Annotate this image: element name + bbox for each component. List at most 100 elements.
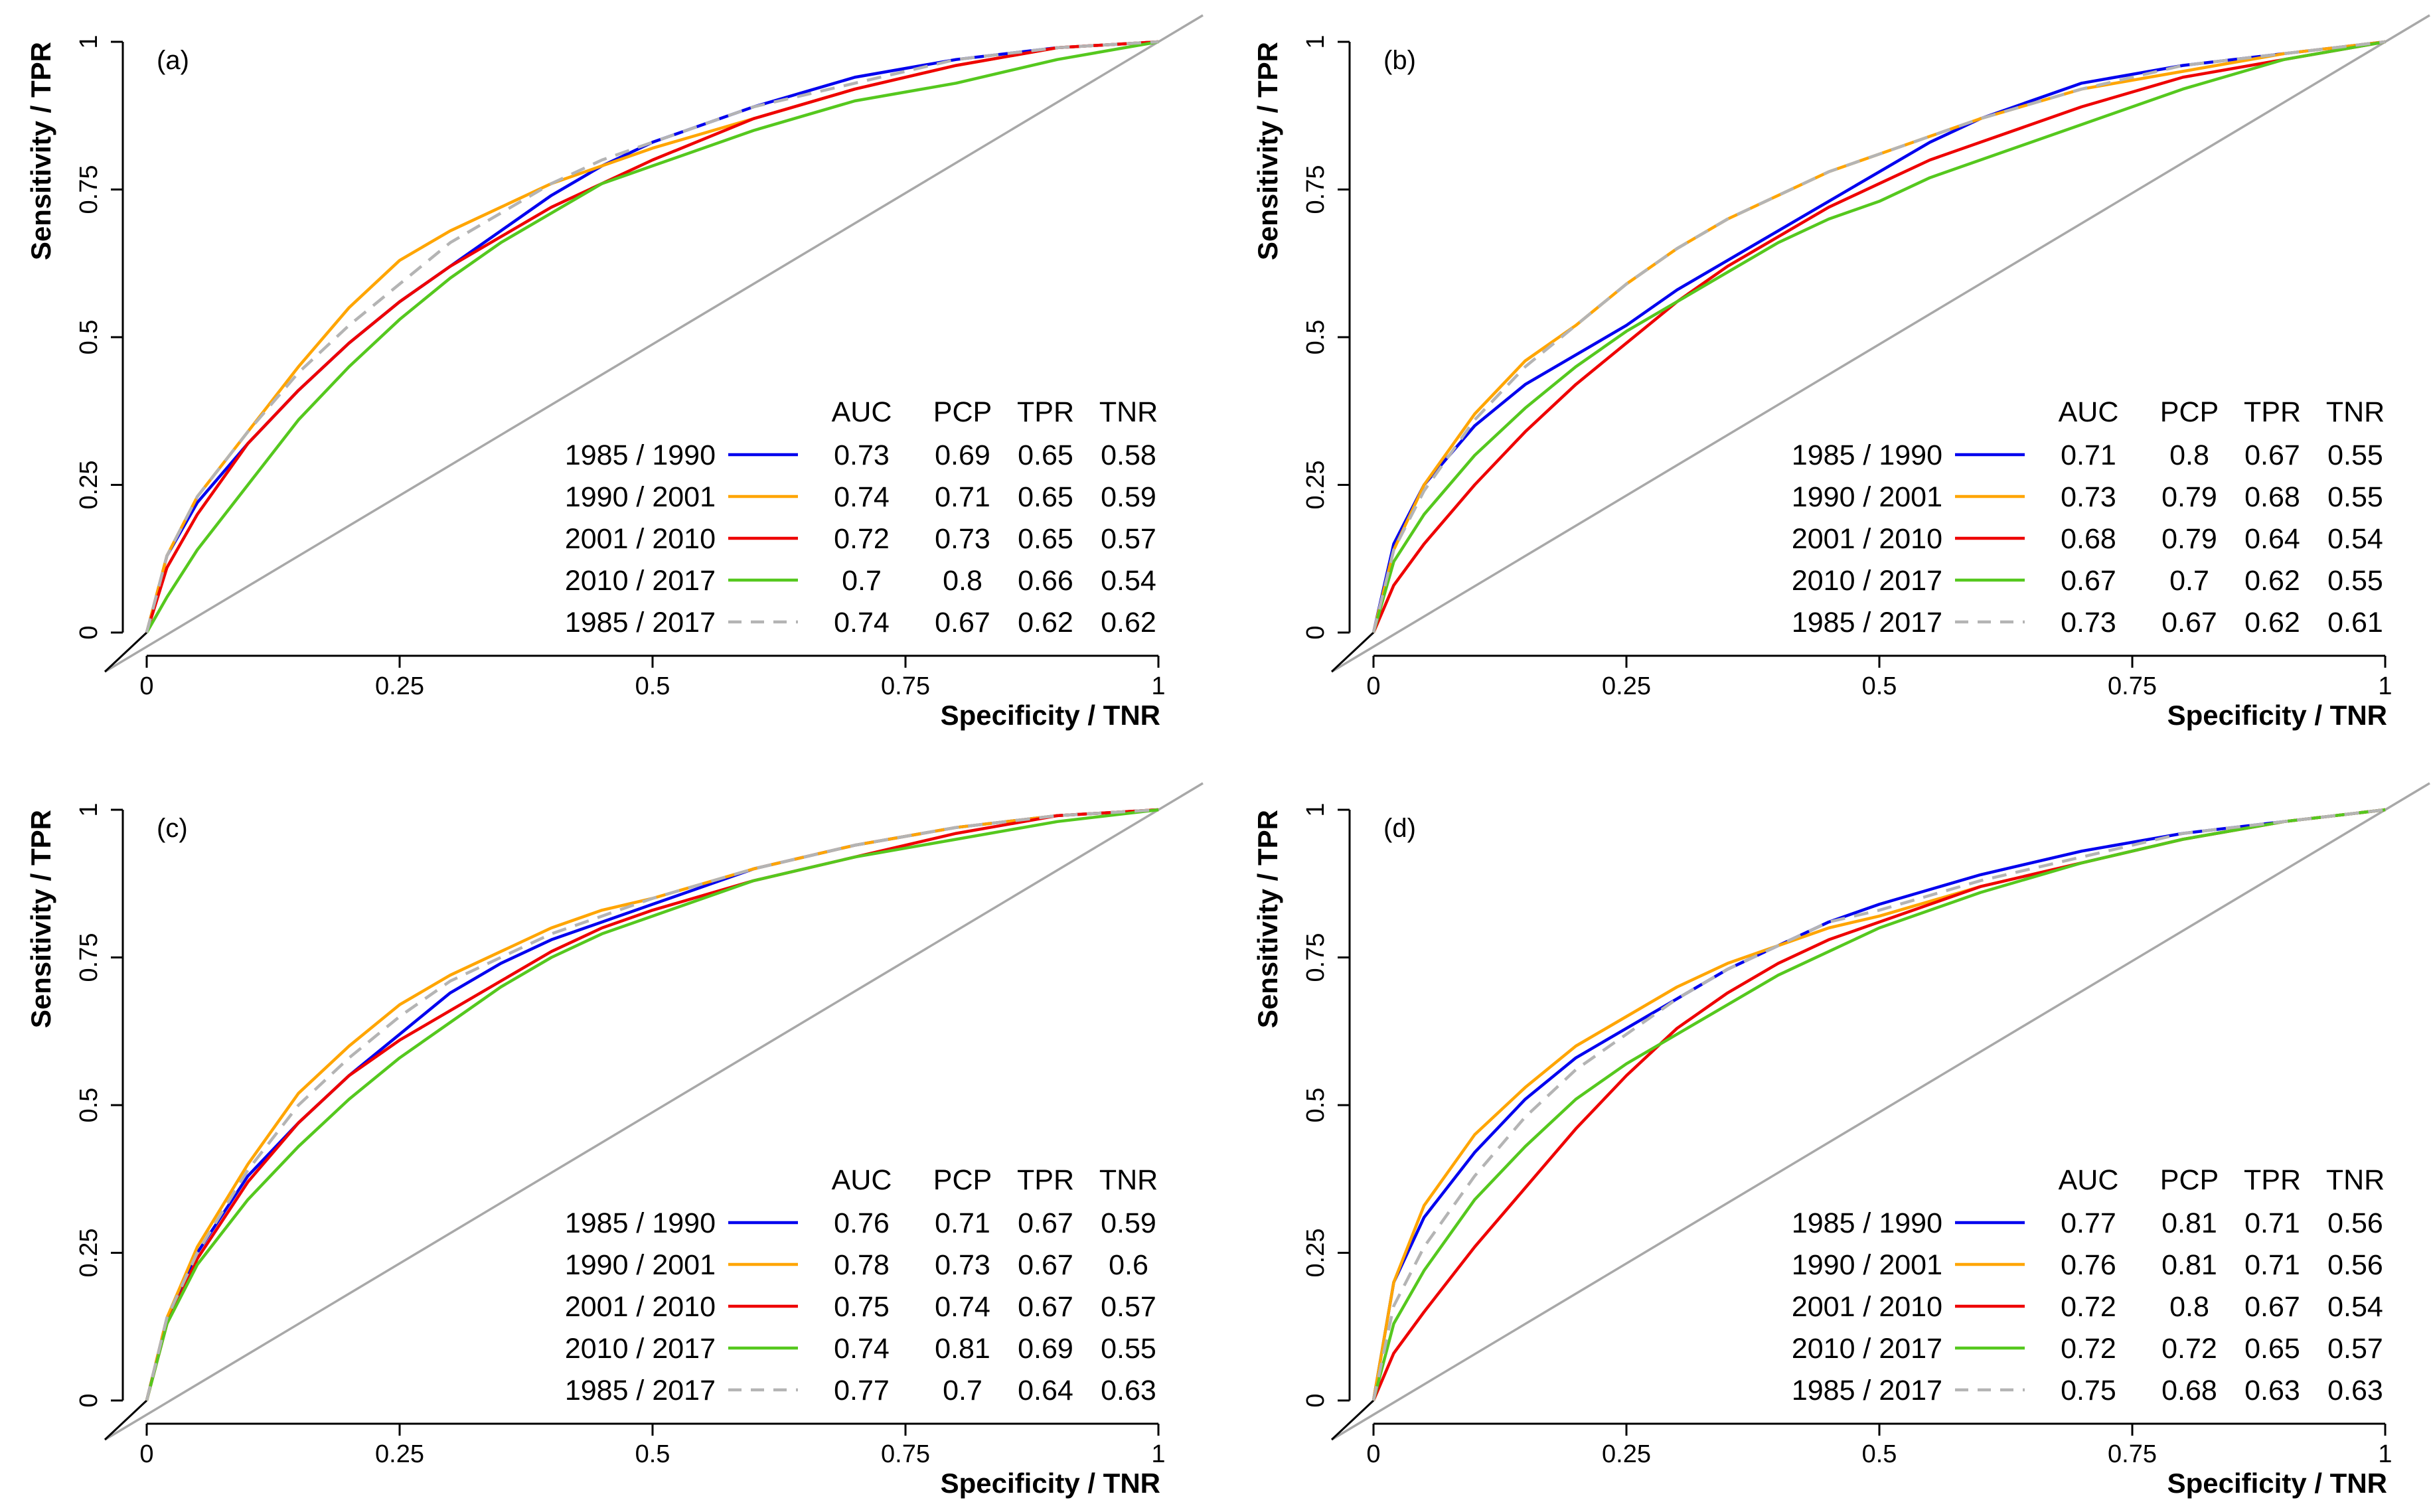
legend-header-auc: AUC [2059, 396, 2119, 428]
legend-value-tnr: 0.55 [1101, 1333, 1156, 1365]
legend-value-tnr: 0.59 [1101, 481, 1156, 513]
reference-diagonal-line [1331, 14, 2430, 673]
x-tick-label: 0.5 [1862, 1440, 1897, 1468]
x-tick-label: 0.5 [1862, 672, 1897, 700]
roc-curve-1985-2017 [145, 808, 1159, 1401]
x-tick-label: 0.25 [1602, 1440, 1651, 1468]
legend-value-auc: 0.74 [834, 481, 890, 513]
legend-value-pcp: 0.8 [2169, 439, 2209, 471]
legend-value-tpr: 0.66 [1018, 565, 1073, 597]
legend-value-tnr: 0.55 [2327, 439, 2383, 471]
panel-label: (d) [1383, 814, 1416, 843]
panel-label: (b) [1383, 46, 1416, 75]
legend-value-tpr: 0.62 [2244, 565, 2300, 597]
legend-value-tnr: 0.54 [1101, 565, 1156, 597]
legend-value-tnr: 0.57 [1101, 523, 1156, 555]
legend-value-tpr: 0.67 [1018, 1291, 1073, 1323]
legend-value-auc: 0.73 [2061, 607, 2116, 639]
axis-corner-line [104, 631, 148, 673]
y-tick-label: 1 [75, 802, 103, 816]
x-tick-label: 0.25 [1602, 672, 1651, 700]
legend-value-tpr: 0.62 [1018, 607, 1073, 639]
legend-value-pcp: 0.7 [943, 1375, 982, 1406]
legend-value-tnr: 0.56 [2327, 1207, 2383, 1239]
legend-value-tpr: 0.68 [2244, 481, 2300, 513]
y-tick-label: 1 [1302, 802, 1330, 816]
legend-value-tnr: 0.63 [1101, 1375, 1156, 1406]
y-tick-label: 0.75 [1302, 165, 1330, 214]
roc-curve-1990-2001 [145, 808, 1159, 1401]
roc-curve-1985-1990 [145, 40, 1159, 633]
y-tick-label: 1 [1302, 35, 1330, 48]
legend-value-tnr: 0.6 [1109, 1249, 1148, 1281]
legend-value-pcp: 0.73 [935, 1249, 990, 1281]
legend-value-tpr: 0.67 [2244, 439, 2300, 471]
legend-value-pcp: 0.81 [2161, 1207, 2217, 1239]
x-tick-label: 0 [1366, 1440, 1380, 1468]
y-tick-label: 0.5 [1302, 1088, 1330, 1123]
y-axis-title: Sensitivity / TPR [1252, 810, 1283, 1028]
panel-label: (c) [157, 814, 188, 843]
legend-series-label: 1985 / 1990 [565, 439, 716, 471]
legend-value-tpr: 0.69 [1018, 1333, 1073, 1365]
legend-header-pcp: PCP [933, 1164, 992, 1196]
legend-value-tpr: 0.63 [2244, 1375, 2300, 1406]
y-tick-label: 0.5 [1302, 320, 1330, 355]
y-tick-label: 0.5 [75, 1088, 103, 1123]
roc-curve-2001-2010 [1372, 40, 2386, 633]
x-tick-label: 1 [2378, 1440, 2392, 1468]
x-tick-label: 0 [139, 1440, 153, 1468]
y-tick-label: 0.25 [1302, 461, 1330, 510]
legend-value-auc: 0.7 [842, 565, 882, 597]
legend-value-auc: 0.75 [2061, 1375, 2116, 1406]
axis-corner-line [1330, 631, 1375, 673]
legend-value-pcp: 0.71 [935, 481, 990, 513]
legend-series-label: 1985 / 1990 [1792, 439, 1942, 471]
legend-series-label: 2001 / 2010 [565, 1291, 716, 1323]
y-tick-label: 0.5 [75, 320, 103, 355]
roc-curve-1985-2017 [1372, 40, 2386, 633]
reference-diagonal-line [1331, 782, 2430, 1441]
legend-value-pcp: 0.74 [935, 1291, 990, 1323]
legend-value-auc: 0.74 [834, 1333, 890, 1365]
legend-value-pcp: 0.81 [935, 1333, 990, 1365]
legend-value-tnr: 0.58 [1101, 439, 1156, 471]
y-tick-label: 0 [1302, 625, 1330, 639]
roc-curve-1985-2017 [1372, 808, 2386, 1401]
legend-value-tpr: 0.65 [1018, 439, 1073, 471]
x-tick-label: 1 [1151, 1440, 1165, 1468]
legend-series-label: 1990 / 2001 [565, 1249, 716, 1281]
x-tick-label: 0.75 [881, 1440, 930, 1468]
x-tick-label: 0 [1366, 672, 1380, 700]
roc-curve-2001-2010 [145, 808, 1159, 1401]
legend-series-label: 2001 / 2010 [1792, 1291, 1942, 1323]
legend-header-tpr: TPR [2244, 396, 2301, 428]
legend-header-tpr: TPR [1017, 396, 1074, 428]
legend-value-auc: 0.78 [834, 1249, 890, 1281]
y-axis-title: Sensitivity / TPR [1252, 42, 1283, 260]
legend-value-pcp: 0.67 [2161, 607, 2217, 639]
legend-header-auc: AUC [2059, 1164, 2119, 1196]
y-tick-label: 0 [75, 1393, 103, 1407]
legend-header-tnr: TNR [1099, 1164, 1158, 1196]
legend-value-pcp: 0.68 [2161, 1375, 2217, 1406]
legend-value-auc: 0.72 [2061, 1333, 2116, 1365]
legend-value-auc: 0.77 [2061, 1207, 2116, 1239]
y-tick-label: 0.75 [1302, 933, 1330, 982]
legend-value-pcp: 0.81 [2161, 1249, 2217, 1281]
legend-value-tnr: 0.56 [2327, 1249, 2383, 1281]
legend-value-auc: 0.72 [834, 523, 890, 555]
x-tick-label: 0.5 [635, 1440, 670, 1468]
legend-value-tpr: 0.71 [2244, 1207, 2300, 1239]
legend-value-tpr: 0.62 [2244, 607, 2300, 639]
legend-value-tpr: 0.71 [2244, 1249, 2300, 1281]
roc-curve-2010-2017 [1372, 40, 2386, 633]
legend-series-label: 1985 / 2017 [1792, 607, 1942, 639]
legend-value-auc: 0.73 [834, 439, 890, 471]
roc-curve-1985-1990 [1372, 40, 2386, 633]
y-axis-title: Sensitivity / TPR [25, 810, 56, 1028]
legend-value-pcp: 0.8 [943, 565, 982, 597]
legend-value-auc: 0.72 [2061, 1291, 2116, 1323]
